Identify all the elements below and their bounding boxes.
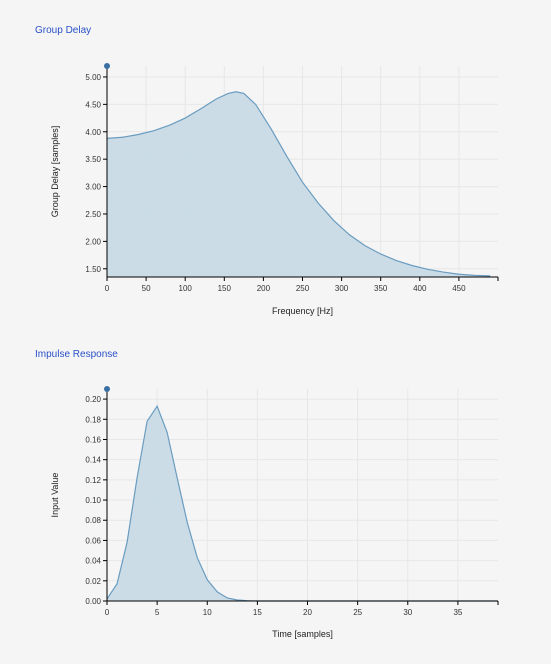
chart-impulse-response-y-tick-label-9: 0.18 xyxy=(85,415,101,424)
chart-impulse-response-x-tick-label-0: 0 xyxy=(105,608,110,617)
chart-impulse-response-x-tick-2: 10 xyxy=(203,601,212,617)
chart-group-delay-x-tick-0: 0 xyxy=(105,277,110,293)
chart-group-delay-y-tick-label-2: 2.50 xyxy=(85,210,101,219)
chart-group-delay-x-tick-label-7: 350 xyxy=(374,284,388,293)
chart-group-delay-x-tick-6: 300 xyxy=(335,277,349,293)
chart-group-delay-x-tick-7: 350 xyxy=(374,277,388,293)
chart-group-delay-x-tick-5: 250 xyxy=(296,277,310,293)
group-delay-chart: 0 50 100 150 200 250 300 350 400 450 1.50 2.00 2.50 3… xyxy=(50,63,499,316)
chart-impulse-response-x-tick-1: 5 xyxy=(155,601,160,617)
chart-impulse-response-y-tick-label-3: 0.06 xyxy=(85,536,101,545)
chart-impulse-response-y-tick-label-2: 0.04 xyxy=(85,557,101,566)
chart-impulse-response-x-tick-label-2: 10 xyxy=(203,608,212,617)
chart-impulse-response-y-tick-5: 0.10 xyxy=(85,496,107,505)
chart-impulse-response-y-tick-3: 0.06 xyxy=(85,536,107,545)
impulse-response-title[interactable]: Impulse Response xyxy=(35,349,118,360)
chart-group-delay-y-tick-label-7: 5.00 xyxy=(85,73,101,82)
chart-group-delay-x-label: Frequency [Hz] xyxy=(272,306,333,316)
chart-group-delay-line xyxy=(106,91,491,277)
chart-impulse-response-y-tick-9: 0.18 xyxy=(85,415,107,424)
chart-group-delay-y-tick-label-0: 1.50 xyxy=(85,265,101,274)
chart-group-delay-y-tick-5: 4.00 xyxy=(85,128,107,137)
chart-group-delay-y-label: Group Delay [samples] xyxy=(50,126,60,218)
chart-impulse-response-x-tick-label-1: 5 xyxy=(155,608,160,617)
chart-impulse-response-x-tick-6: 30 xyxy=(403,601,413,617)
chart-group-delay-x-tick-label-1: 50 xyxy=(142,284,151,293)
chart-group-delay-x-tick-label-5: 250 xyxy=(296,284,310,293)
chart-group-delay-x-tick-4: 200 xyxy=(257,277,271,293)
group-delay-title[interactable]: Group Delay xyxy=(35,25,92,36)
chart-impulse-response-x-tick-label-3: 15 xyxy=(253,608,262,617)
chart-group-delay-x-tick-9: 450 xyxy=(452,277,466,293)
chart-group-delay-y-tick-1: 2.00 xyxy=(85,237,107,246)
chart-group-delay-x-tick-label-3: 150 xyxy=(218,284,232,293)
chart-impulse-response-y-tick-label-0: 0.00 xyxy=(85,597,101,606)
chart-impulse-response-y-label: Input Value xyxy=(50,473,60,518)
chart-group-delay-x-tick-label-8: 400 xyxy=(413,284,427,293)
chart-group-delay-y-tick-label-3: 3.00 xyxy=(85,183,101,192)
chart-impulse-response-area xyxy=(107,406,498,601)
chart-impulse-response-y-tick-10: 0.20 xyxy=(85,395,107,404)
chart-impulse-response-y-tick-4: 0.08 xyxy=(85,516,107,525)
chart-group-delay-x-tick-label-0: 0 xyxy=(105,284,110,293)
chart-group-delay-x-tick-8: 400 xyxy=(413,277,427,293)
chart-impulse-response-y-tick-2: 0.04 xyxy=(85,557,107,566)
chart-group-delay-y-tick-2: 2.50 xyxy=(85,210,107,219)
chart-impulse-response-y-tick-6: 0.12 xyxy=(85,476,107,485)
chart-group-delay-y-tick-3: 3.00 xyxy=(85,183,107,192)
chart-impulse-response-x-tick-label-6: 30 xyxy=(403,608,412,617)
impulse-response-chart: 0 5 10 15 20 25 30 35 0.00 0.02 0.04 0.06 0.08 0.10 0.… xyxy=(50,386,499,639)
chart-impulse-response-y-tick-8: 0.16 xyxy=(85,435,107,444)
chart-group-delay-x-tick-label-4: 200 xyxy=(257,284,271,293)
chart-impulse-response-y-tick-label-4: 0.08 xyxy=(85,516,101,525)
chart-impulse-response-y-tick-label-1: 0.02 xyxy=(85,577,101,586)
chart-impulse-response-x-tick-5: 25 xyxy=(353,601,363,617)
chart-group-delay-x-tick-label-9: 450 xyxy=(452,284,466,293)
chart-impulse-response-x-tick-label-5: 25 xyxy=(353,608,362,617)
chart-group-delay-y-tick-6: 4.50 xyxy=(85,100,107,109)
chart-group-delay-y-tick-label-4: 3.50 xyxy=(85,155,101,164)
chart-group-delay-x-tick-label-6: 300 xyxy=(335,284,349,293)
chart-impulse-response-y-tick-label-8: 0.16 xyxy=(85,435,101,444)
chart-impulse-response-x-tick-label-7: 35 xyxy=(453,608,462,617)
chart-impulse-response-x-tick-0: 0 xyxy=(105,601,110,617)
chart-group-delay-y-tick-label-6: 4.50 xyxy=(85,100,101,109)
chart-impulse-response-x-label: Time [samples] xyxy=(272,629,333,639)
chart-impulse-response-y-tick-1: 0.02 xyxy=(85,577,107,586)
chart-group-delay-x-tick-label-2: 100 xyxy=(179,284,193,293)
chart-group-delay-x-tick-1: 50 xyxy=(142,277,151,293)
chart-group-delay-axis-marker[interactable] xyxy=(104,63,110,69)
chart-impulse-response-x-tick-7: 35 xyxy=(453,601,463,617)
chart-impulse-response-x-tick-label-4: 20 xyxy=(303,608,312,617)
chart-group-delay-x-tick-2: 100 xyxy=(179,277,193,293)
chart-impulse-response-y-tick-label-6: 0.12 xyxy=(85,476,101,485)
chart-impulse-response-x-tick-4: 20 xyxy=(303,601,313,617)
chart-impulse-response-y-tick-label-5: 0.10 xyxy=(85,496,101,505)
chart-group-delay-area xyxy=(107,91,491,277)
chart-impulse-response-x-tick-3: 15 xyxy=(253,601,262,617)
chart-group-delay-y-tick-7: 5.00 xyxy=(85,73,107,82)
chart-impulse-response-y-tick-label-10: 0.20 xyxy=(85,395,101,404)
chart-impulse-response-axis-marker[interactable] xyxy=(104,386,110,392)
chart-impulse-response-y-tick-7: 0.14 xyxy=(85,456,107,465)
chart-group-delay-x-tick-3: 150 xyxy=(218,277,232,293)
chart-group-delay-y-tick-label-5: 4.00 xyxy=(85,128,101,137)
chart-impulse-response-y-tick-label-7: 0.14 xyxy=(85,456,101,465)
chart-group-delay-y-tick-0: 1.50 xyxy=(85,265,107,274)
chart-group-delay-y-tick-4: 3.50 xyxy=(85,155,107,164)
chart-group-delay-y-tick-label-1: 2.00 xyxy=(85,237,101,246)
chart-impulse-response-y-tick-0: 0.00 xyxy=(85,597,107,606)
